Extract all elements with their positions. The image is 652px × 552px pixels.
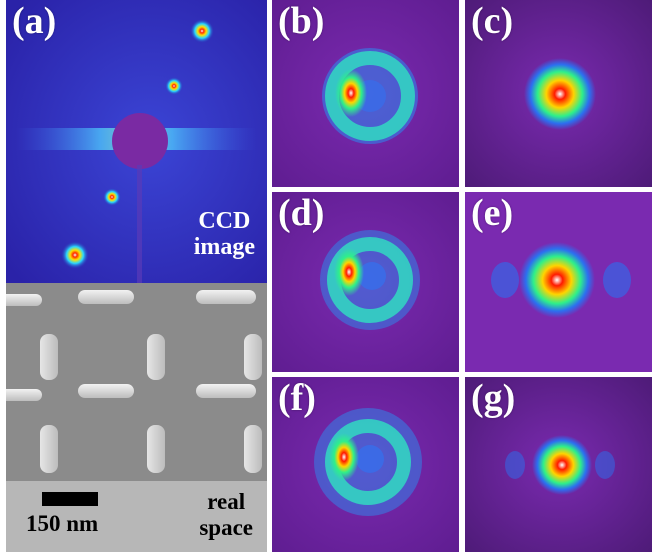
nanorod <box>78 384 134 398</box>
real-space-caption: real space <box>199 489 253 541</box>
diffraction-spot <box>61 241 89 269</box>
panel-label-e: (e) <box>471 192 514 234</box>
panel-e-reconstruction: (e) <box>465 192 652 372</box>
diffraction-spot <box>103 188 121 206</box>
reconstruction-spot-image <box>465 192 652 372</box>
diffraction-spot <box>165 77 183 95</box>
scale-bar-label: 150 nm <box>26 511 99 536</box>
central-spot <box>532 435 592 495</box>
panel-d-reconstruction: (d) <box>272 192 459 372</box>
central-spot <box>519 242 595 318</box>
hot-spot <box>335 69 367 117</box>
sem-nanostructures <box>6 283 267 481</box>
nanorod <box>196 290 256 304</box>
hot-spot <box>334 248 364 296</box>
panel-label-c: (c) <box>471 0 514 42</box>
central-spot <box>524 58 596 130</box>
reconstruction-spot-image <box>465 377 652 552</box>
beam-stop-arm <box>137 165 142 283</box>
panel-a-ccd-image: (a) CCD image <box>6 0 267 283</box>
panel-label-g: (g) <box>471 377 516 419</box>
reconstruction-ring-image <box>272 192 459 372</box>
nanorod <box>244 425 262 473</box>
ccd-caption-line1: CCD <box>198 208 251 234</box>
nanorod <box>40 425 58 473</box>
panel-label-b: (b) <box>278 0 325 42</box>
nanorod <box>6 294 42 306</box>
nanorod <box>147 334 165 380</box>
nanorod <box>196 384 256 398</box>
nanorod <box>40 334 58 380</box>
ccd-caption: CCD image <box>194 208 255 260</box>
nanorod <box>244 334 262 380</box>
panel-label-a: (a) <box>12 0 57 42</box>
reconstruction-ring-image <box>272 377 459 552</box>
nanorod <box>78 290 134 304</box>
panel-g-reconstruction: (g) <box>465 377 652 552</box>
panel-label-f: (f) <box>278 377 316 419</box>
panel-c-reconstruction: (c) <box>465 0 652 187</box>
sem-footer: 150 nm real space <box>6 481 267 552</box>
panel-a-sem-image <box>6 283 267 481</box>
real-space-line1: real <box>207 489 246 514</box>
nanorod <box>6 389 42 401</box>
panel-f-reconstruction: (f) <box>272 377 459 552</box>
scale-bar <box>42 492 98 506</box>
ccd-caption-line2: image <box>193 234 255 260</box>
beam-stop <box>112 113 168 169</box>
panel-b-reconstruction: (b) <box>272 0 459 187</box>
diffraction-spot <box>190 19 214 43</box>
reconstruction-spot-image <box>465 0 652 187</box>
nanorod <box>147 425 165 473</box>
reconstruction-ring-image <box>272 0 459 187</box>
hot-spot <box>329 433 359 481</box>
ccd-diffraction-pattern <box>6 0 267 283</box>
real-space-line2: space <box>199 515 253 540</box>
panel-label-d: (d) <box>278 192 325 234</box>
